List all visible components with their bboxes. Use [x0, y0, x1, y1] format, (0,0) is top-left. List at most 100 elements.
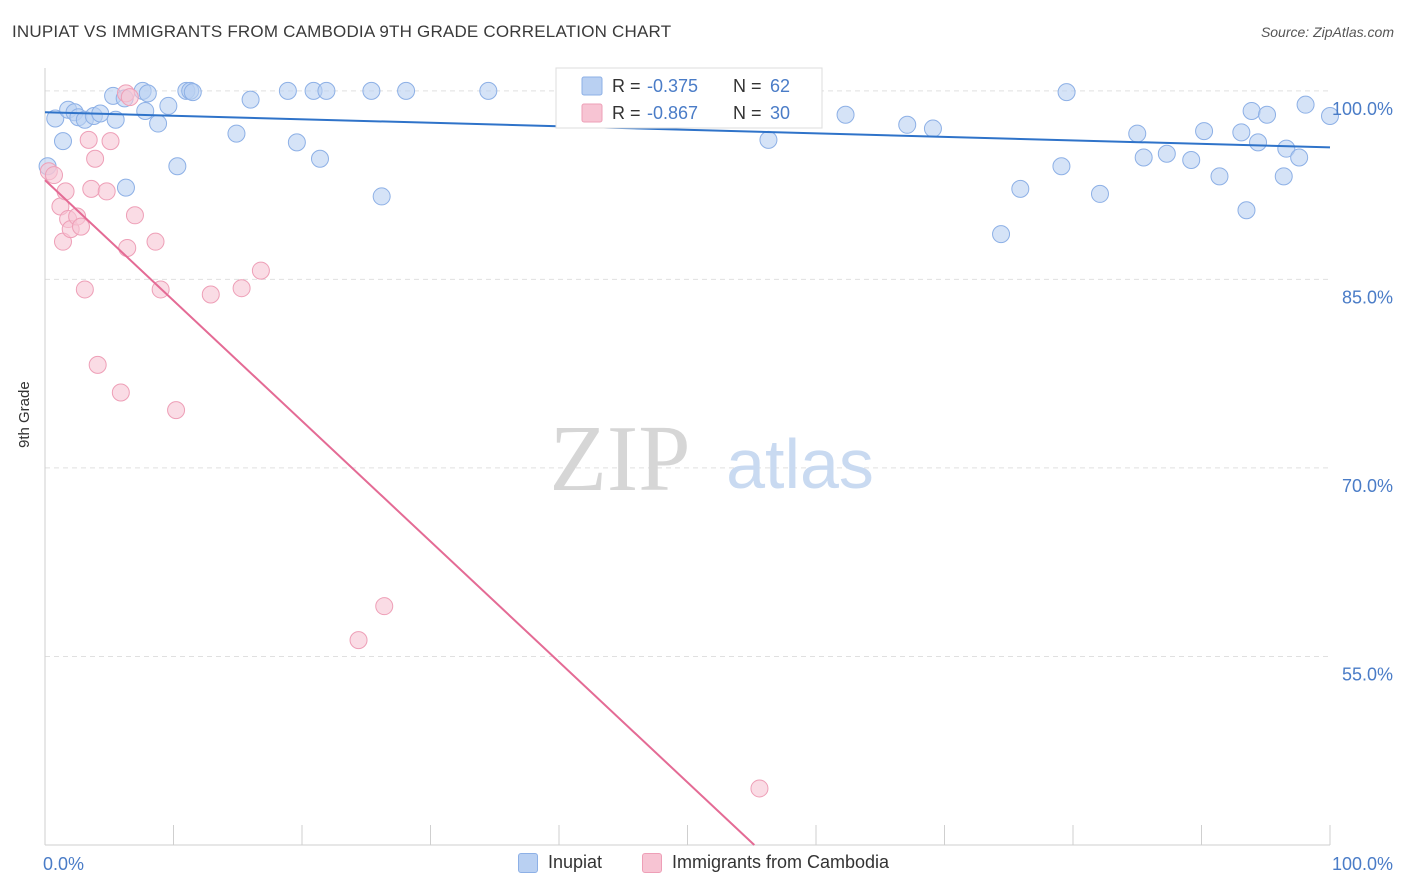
point-cambodia-19	[120, 88, 139, 107]
point-inupiat-38	[836, 105, 855, 124]
point-inupiat-43	[1052, 157, 1071, 176]
point-cambodia-28	[375, 597, 394, 616]
point-inupiat-15	[138, 84, 157, 103]
point-inupiat-39	[898, 115, 917, 134]
point-inupiat-36	[759, 130, 778, 149]
point-cambodia-15	[101, 132, 120, 151]
point-inupiat-31	[397, 81, 416, 100]
point-inupiat-1	[46, 109, 65, 128]
x-tick-label-0: 0.0%	[43, 854, 84, 874]
point-inupiat-12	[116, 178, 135, 197]
point-cambodia-29	[750, 779, 769, 798]
legend-swatch-cambodia	[642, 852, 662, 873]
trend-line-inupiat	[44, 111, 1331, 149]
point-inupiat-47	[1134, 148, 1153, 167]
trend-line-cambodia	[44, 179, 756, 846]
point-inupiat-18	[168, 157, 187, 176]
axes	[44, 68, 1331, 846]
point-inupiat-58	[1277, 139, 1296, 158]
stats-legend: R = -0.375 N = 62 R = -0.867 N = 30	[555, 67, 823, 129]
point-cambodia-8	[71, 217, 90, 236]
gridlines	[45, 90, 1330, 657]
trend-lines	[44, 111, 1331, 846]
point-inupiat-48	[1157, 144, 1176, 163]
point-inupiat-10	[106, 110, 125, 129]
source-label: Source: ZipAtlas.com	[1260, 24, 1394, 40]
stats-r-value-inupiat: -0.375	[647, 76, 698, 96]
point-cambodia-24	[201, 285, 220, 304]
point-inupiat-27	[310, 149, 329, 168]
point-inupiat-41	[992, 225, 1011, 244]
point-inupiat-51	[1210, 167, 1229, 186]
y-tick-label-1: 85.0%	[1342, 287, 1393, 307]
point-cambodia-14	[97, 182, 116, 201]
point-inupiat-22	[227, 124, 246, 143]
point-inupiat-44	[1057, 83, 1076, 102]
point-cambodia-27	[349, 631, 368, 650]
stats-r-value-cambodia: -0.867	[647, 103, 698, 123]
point-inupiat-53	[1237, 201, 1256, 220]
point-cambodia-21	[146, 232, 165, 251]
point-inupiat-17	[159, 96, 178, 115]
point-cambodia-1	[44, 166, 63, 185]
stats-n-label-inupiat: N =	[733, 76, 762, 96]
point-inupiat-28	[317, 81, 336, 100]
stats-r-label-inupiat: R =	[612, 76, 641, 96]
point-cambodia-23	[167, 401, 186, 420]
point-inupiat-54	[1242, 101, 1261, 120]
legend-item-cambodia: Immigrants from Cambodia	[642, 852, 889, 873]
point-cambodia-10	[79, 130, 98, 149]
legend-label-inupiat: Inupiat	[548, 852, 603, 872]
point-cambodia-16	[111, 383, 130, 402]
stats-n-value-cambodia: 30	[770, 103, 790, 123]
point-inupiat-56	[1258, 105, 1277, 124]
point-inupiat-45	[1090, 184, 1109, 203]
point-inupiat-52	[1232, 123, 1251, 142]
point-inupiat-24	[278, 81, 297, 100]
y-axis-title: 9th Grade	[16, 381, 33, 448]
y-tick-labels: 100.0% 85.0% 70.0% 55.0%	[1332, 99, 1393, 685]
point-cambodia-11	[82, 179, 101, 198]
stats-n-label-cambodia: N =	[733, 103, 762, 123]
stats-r-label-cambodia: R =	[612, 103, 641, 123]
point-inupiat-57	[1274, 167, 1293, 186]
point-inupiat-25	[287, 133, 306, 152]
point-inupiat-2	[53, 132, 72, 151]
point-inupiat-29	[362, 81, 381, 100]
legend-swatch-inupiat	[518, 852, 538, 873]
point-inupiat-61	[1321, 106, 1339, 125]
point-inupiat-55	[1249, 133, 1268, 152]
point-inupiat-49	[1182, 150, 1201, 169]
point-cambodia-26	[251, 261, 270, 280]
point-inupiat-60	[1296, 95, 1315, 114]
y-tick-label-3: 55.0%	[1342, 664, 1393, 684]
chart-title: INUPIAT VS IMMIGRANTS FROM CAMBODIA 9TH …	[12, 22, 672, 41]
watermark: ZIP atlas	[550, 407, 874, 511]
point-inupiat-42	[1011, 179, 1030, 198]
stats-swatch-inupiat	[581, 76, 603, 96]
legend-label-cambodia: Immigrants from Cambodia	[672, 852, 890, 872]
watermark-zip: ZIP	[550, 407, 691, 511]
y-tick-label-2: 70.0%	[1342, 476, 1393, 496]
x-tick-labels: 0.0% 100.0%	[43, 854, 1393, 874]
point-cambodia-13	[88, 355, 107, 374]
point-cambodia-18	[118, 238, 137, 257]
point-inupiat-46	[1128, 124, 1147, 143]
point-inupiat-50	[1195, 122, 1214, 141]
stats-swatch-cambodia	[581, 103, 603, 123]
point-inupiat-23	[241, 90, 260, 109]
point-cambodia-25	[232, 279, 251, 298]
point-inupiat-30	[372, 187, 391, 206]
watermark-atlas: atlas	[726, 425, 874, 503]
legend-item-inupiat: Inupiat	[518, 852, 602, 873]
point-inupiat-40	[923, 119, 942, 138]
point-inupiat-14	[136, 101, 155, 120]
series-legend: Inupiat Immigrants from Cambodia	[0, 852, 1406, 878]
point-cambodia-20	[125, 206, 144, 225]
point-inupiat-16	[149, 114, 168, 133]
point-cambodia-4	[56, 182, 75, 201]
stats-n-value-inupiat: 62	[770, 76, 790, 96]
point-inupiat-32	[479, 81, 498, 100]
point-cambodia-9	[75, 280, 94, 299]
